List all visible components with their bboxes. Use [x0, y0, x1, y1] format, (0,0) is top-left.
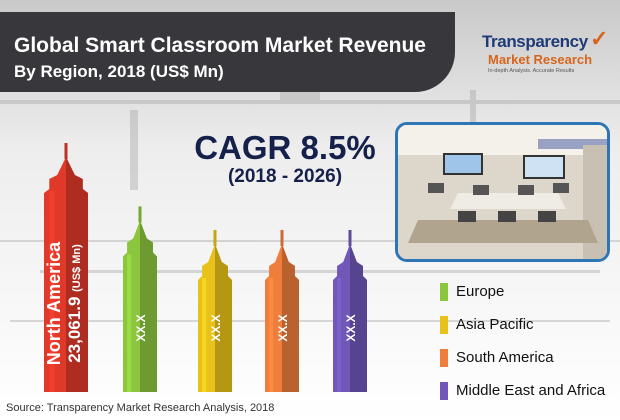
chart-subtitle: By Region, 2018 (US$ Mn)	[14, 62, 224, 81]
legend-swatch-middle-east-africa	[440, 382, 448, 400]
bar-north-america	[44, 143, 88, 392]
classroom-photo-image	[398, 125, 607, 259]
bar-value-label-north-america: 23,061.9 (US$ Mn)	[65, 244, 84, 363]
logo-tagline: In-depth Analysis. Accurate Results	[488, 68, 575, 74]
legend-label-europe: Europe	[456, 283, 505, 300]
legend-swatch-south-america	[440, 349, 448, 367]
bar-spire-north-america	[64, 143, 68, 159]
bar-category-label-north-america: North America	[44, 241, 64, 365]
bar-europe	[123, 206, 157, 392]
bar-spire-asia-pacific	[213, 229, 217, 246]
bar-value-label-asia-pacific: XX.X	[209, 314, 223, 341]
bar-value-label-middle-east-and-africa: XX.X	[344, 314, 358, 341]
logo-subname: Market Research	[488, 52, 593, 67]
legend-swatch-asia-pacific	[440, 316, 448, 334]
bar-spire-middle-east-and-africa	[348, 229, 352, 246]
bar-highlight-south-america	[269, 277, 274, 392]
company-logo: Transparency ✓ Market Research In-depth …	[482, 26, 612, 82]
bar-middle-east-and-africa	[333, 229, 367, 392]
bar-south-america	[265, 229, 299, 392]
bar-shade-middle-east-and-africa	[350, 243, 367, 392]
cagr-value: CAGR 8.5%	[194, 129, 376, 166]
bar-shade-europe	[140, 220, 157, 392]
bar-highlight-north-america	[49, 191, 55, 392]
bar-value-label-south-america: XX.X	[276, 314, 290, 341]
legend-label-asia-pacific: Asia Pacific	[456, 316, 534, 333]
cagr-period: (2018 - 2026)	[227, 166, 343, 187]
bar-highlight-asia-pacific	[202, 277, 207, 392]
bar-asia-pacific	[198, 229, 232, 392]
legend-swatch-europe	[440, 283, 448, 301]
legend-label-south-america: South America	[456, 349, 554, 366]
cagr-callout: CAGR 8.5% (2018 - 2026)	[190, 130, 380, 188]
bar-value-label-europe: XX.X	[134, 314, 148, 341]
bar-spire-south-america	[280, 229, 284, 246]
checkmark-icon: ✓	[590, 26, 609, 51]
title-banner: Global Smart Classroom Market Revenue By…	[0, 12, 455, 92]
bar-shade-south-america	[282, 243, 299, 392]
chart-title: Global Smart Classroom Market Revenue	[14, 34, 426, 57]
bar-highlight-europe	[127, 254, 132, 392]
classroom-photo	[395, 122, 610, 262]
bar-spire-europe	[138, 206, 142, 223]
bar-shade-asia-pacific	[215, 243, 232, 392]
bar-shade-north-america	[66, 157, 88, 392]
logo-name: Transparency	[482, 32, 588, 51]
source-note: Source: Transparency Market Research Ana…	[6, 402, 275, 414]
legend-label-middle-east-africa: Middle East and Africa	[456, 382, 606, 399]
bar-highlight-middle-east-and-africa	[337, 277, 342, 392]
